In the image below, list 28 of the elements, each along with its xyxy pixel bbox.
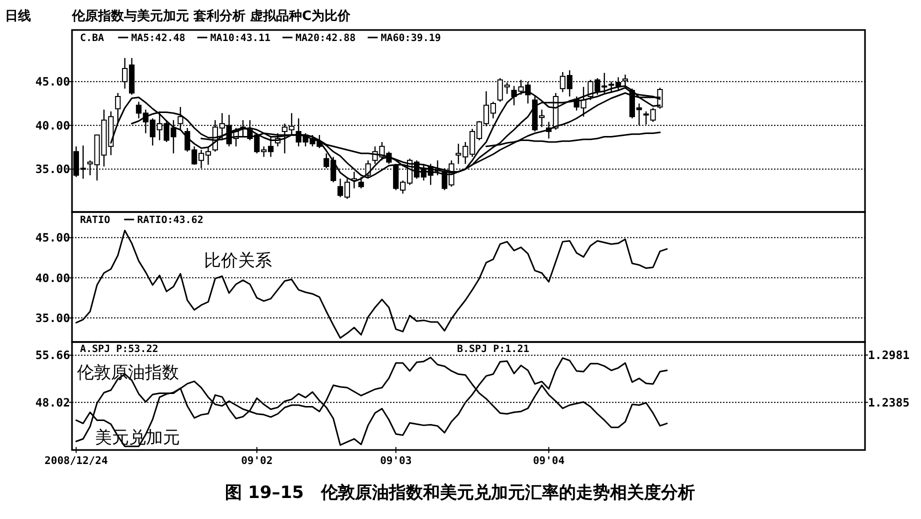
chart-title: 伦原指数与美元加元 套利分析 虚拟品种C为比价	[71, 8, 352, 24]
y-tick-label: 45.00	[35, 74, 70, 89]
series-label: 伦敦原油指数	[77, 363, 179, 383]
y-tick-label: 35.00	[35, 310, 70, 325]
x-tick-label: 09'03	[380, 455, 412, 467]
y-tick-label: 40.00	[35, 118, 70, 132]
x-tick-label: 09'02	[241, 455, 273, 467]
legend-title: C.BA	[80, 33, 104, 44]
annotation: A.SPJ P:53.22	[80, 344, 158, 355]
y-tick-label: 35.00	[35, 162, 70, 176]
legend-label: MA5:42.48	[131, 33, 186, 44]
legend-label: MA20:42.88	[296, 33, 356, 44]
y-tick-label: 48.02	[35, 395, 70, 410]
legend-label: MA10:43.11	[210, 33, 270, 44]
y2-tick-label: 1.2981	[868, 348, 910, 362]
annotation: 比价关系	[204, 251, 272, 271]
annotation: B.SPJ P:1.21	[457, 344, 530, 355]
x-tick-label: 2008/12/24	[44, 455, 108, 467]
y-tick-label: 55.66	[35, 348, 70, 362]
legend-label: MA60:39.19	[380, 33, 441, 44]
legend-label: RATIO:43.62	[137, 215, 204, 226]
caption: 图 19–15 伦敦原油指数和美元兑加元汇率的走势相关度分析	[225, 483, 695, 503]
chart-subtitle: 日线	[5, 9, 31, 24]
y-tick-label: 40.00	[35, 270, 70, 285]
y-tick-label: 45.00	[35, 230, 70, 245]
x-tick-label: 09'04	[532, 455, 565, 467]
legend-title: RATIO	[80, 215, 110, 226]
y2-tick-label: 1.2385	[868, 395, 910, 410]
